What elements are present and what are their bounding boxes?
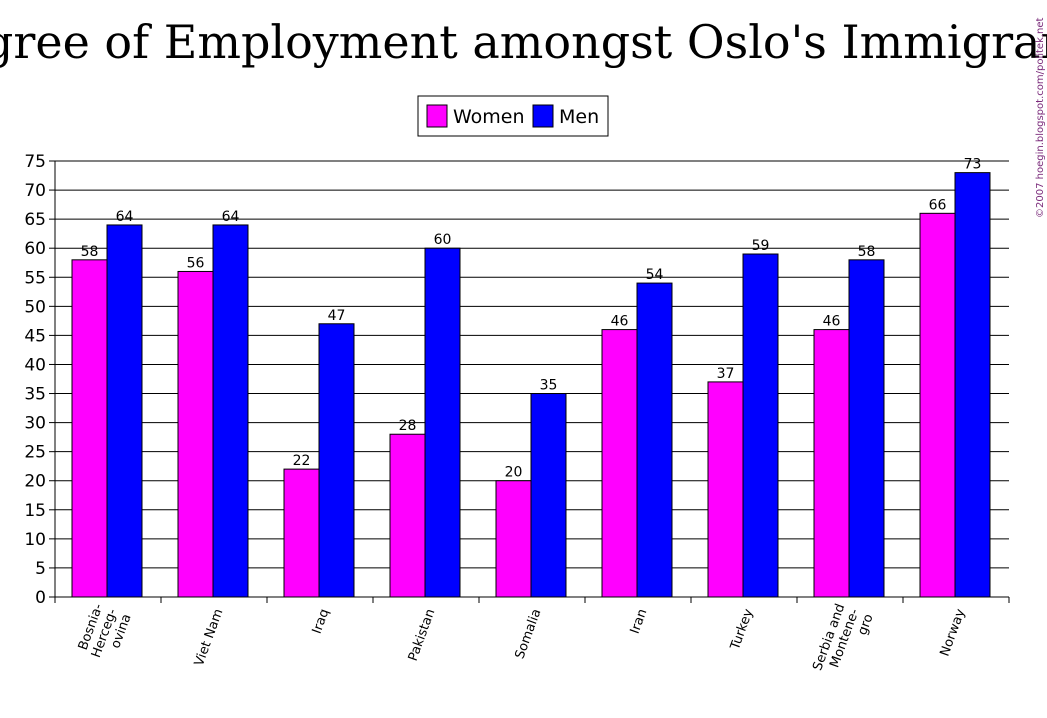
y-tick-label: 20 [24, 472, 46, 492]
bar-women [177, 270, 214, 598]
x-tick-label-line: Iran [628, 607, 651, 636]
y-tick-label: 60 [24, 239, 46, 259]
x-tick-label-line: Iraq [310, 607, 333, 636]
x-tick-label-line: Norway [937, 607, 968, 659]
y-tick-label: 70 [24, 181, 46, 201]
data-label-women: 22 [293, 453, 311, 469]
data-label-men: 59 [752, 238, 770, 254]
y-tick-label: 45 [24, 326, 46, 346]
bar-women [707, 381, 744, 598]
data-label-women: 66 [929, 197, 947, 213]
x-tick-label-line: Somalia [513, 607, 545, 661]
legend: Women Men [417, 95, 609, 137]
data-label-men: 58 [858, 244, 876, 260]
data-label-women: 46 [611, 314, 629, 330]
legend-box [417, 95, 609, 137]
bar-women [389, 433, 426, 598]
data-label-women: 56 [187, 255, 205, 271]
data-label-men: 64 [222, 209, 240, 225]
y-tick-label: 30 [24, 414, 46, 434]
y-tick-label: 55 [24, 268, 46, 288]
data-label-men: 54 [646, 267, 664, 283]
bar-men [318, 323, 355, 598]
x-tick-label: Pakistan [406, 607, 439, 663]
y-tick-label: 50 [24, 297, 46, 317]
bar-women [71, 259, 108, 598]
data-label-men: 73 [964, 157, 982, 173]
y-tick-label: 10 [24, 530, 46, 550]
x-tick-label: Iran [628, 607, 651, 636]
data-label-men: 35 [540, 378, 558, 394]
data-label-women: 46 [823, 314, 841, 330]
x-tick-label: Viet Nam [192, 607, 227, 668]
x-tick-label-line: Pakistan [406, 607, 439, 663]
credit-text: ©2007 hoegin.blogspot.com/politek.net [1035, 17, 1046, 218]
bar-women [813, 329, 850, 598]
legend-swatch-women [426, 104, 448, 128]
y-tick-label: 15 [24, 501, 46, 521]
bar-men [848, 259, 885, 598]
x-tick-label: Turkey [728, 607, 757, 653]
data-label-men: 47 [328, 308, 346, 324]
bar-women [919, 212, 956, 598]
x-tick-label-line: Viet Nam [192, 607, 227, 668]
y-tick-label: 25 [24, 443, 46, 463]
x-tick-label: Norway [937, 607, 968, 659]
x-axis: Bosnia-Herceg-ovina Viet Nam Iraq Pakistan S… [54, 596, 1010, 673]
legend-swatch-men [532, 104, 554, 128]
bar-women [495, 480, 532, 598]
data-label-women: 37 [717, 366, 735, 382]
bar-men [106, 224, 143, 598]
bar-women [283, 468, 320, 598]
data-labels: 58 56 22 28 20 46 37 46 66 64 64 47 60 35 54 59 58 73 [81, 157, 982, 481]
bar-men [954, 172, 991, 598]
x-tick-label-line: gro [855, 612, 876, 637]
data-label-women: 58 [81, 244, 99, 260]
x-tick-label: Iraq [310, 607, 333, 636]
y-tick-label: 5 [35, 559, 46, 579]
data-label-women: 28 [399, 418, 417, 434]
data-label-men: 64 [116, 209, 134, 225]
y-tick-label: 35 [24, 385, 46, 405]
bar-men [424, 247, 461, 598]
bars [71, 172, 991, 598]
x-tick-label: Somalia [513, 607, 545, 661]
x-tick-label: Bosnia-Herceg-ovina [76, 602, 135, 660]
y-tick-label: 40 [24, 355, 46, 375]
bar-women [601, 329, 638, 598]
data-label-women: 20 [505, 465, 523, 481]
bar-men [636, 282, 673, 598]
bar-men [530, 393, 567, 598]
legend-label-women: Women [453, 106, 525, 128]
y-tick-label: 65 [24, 210, 46, 230]
y-tick-label: 75 [24, 152, 46, 172]
bar-men [742, 253, 779, 598]
chart-title: Degree of Employment amongst Oslo's Immi… [0, 15, 1047, 69]
y-axis: 0 5 10 15 20 25 30 35 40 45 50 55 60 65 70 75 [24, 152, 56, 608]
data-label-men: 60 [434, 232, 452, 248]
x-tick-label-line: Turkey [728, 607, 757, 653]
legend-label-men: Men [559, 106, 599, 128]
y-tick-label: 0 [35, 588, 46, 608]
bar-men [212, 224, 249, 598]
